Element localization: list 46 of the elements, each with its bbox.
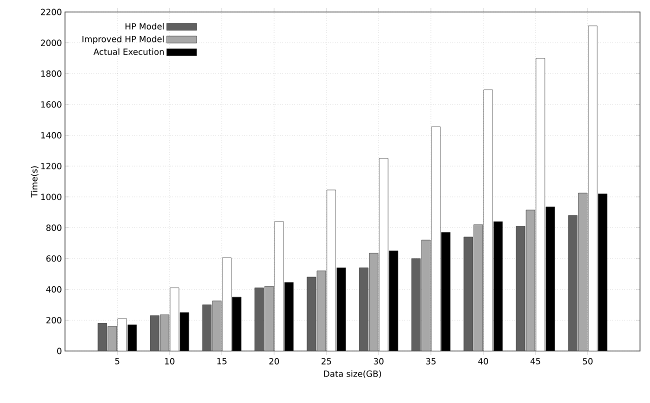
- bar: [128, 324, 137, 351]
- bar: [264, 286, 274, 351]
- legend-label: Actual Execution: [93, 48, 164, 55]
- y-tick-label: 800: [46, 224, 62, 231]
- bar: [464, 236, 473, 351]
- legend-label: Improved HP Model: [82, 36, 164, 44]
- x-tick-label: 40: [478, 358, 488, 364]
- x-tick-label: 10: [165, 358, 174, 364]
- bar: [232, 296, 242, 351]
- x-tick-label: 5: [115, 358, 120, 364]
- y-tick-label: 1800: [41, 70, 62, 77]
- bar: [578, 192, 588, 351]
- y-tick-label: 1200: [41, 162, 62, 170]
- x-tick-label: 30: [374, 358, 384, 364]
- bar: [254, 288, 264, 351]
- x-tick-label: 15: [217, 358, 226, 364]
- x-tick-label: 25: [322, 358, 332, 364]
- bar: [222, 258, 232, 351]
- bar: [108, 326, 117, 351]
- x-tick-label: 35: [426, 358, 436, 364]
- bar: [336, 268, 346, 351]
- y-tick-label: 2200: [40, 8, 62, 16]
- bar: [598, 194, 608, 351]
- bar: [474, 224, 483, 351]
- bar: [369, 252, 378, 351]
- bar: [568, 215, 578, 351]
- x-tick-label: 20: [269, 358, 279, 364]
- y-tick-label: 1600: [41, 101, 62, 108]
- x-axis-title: Data size(GB): [324, 370, 382, 378]
- y-tick-label: 2000: [40, 40, 62, 46]
- bar: [150, 315, 160, 351]
- x-tick-label: 50: [582, 358, 593, 364]
- bar: [212, 300, 222, 351]
- x-tick-label: 45: [530, 358, 540, 364]
- bar: [359, 268, 368, 351]
- legend-label: HP Model: [126, 22, 164, 30]
- bar: [546, 206, 556, 351]
- y-tick-label: 1000: [41, 194, 62, 200]
- bar: [441, 232, 450, 351]
- y-tick-label: 600: [46, 255, 62, 262]
- y-axis-title: Time(s): [30, 166, 38, 198]
- y-tick-label: 400: [46, 286, 62, 293]
- y-tick-label: 0: [57, 348, 62, 354]
- y-tick-label: 200: [46, 316, 62, 324]
- bar: [118, 318, 127, 351]
- y-tick-label: 1400: [41, 132, 62, 138]
